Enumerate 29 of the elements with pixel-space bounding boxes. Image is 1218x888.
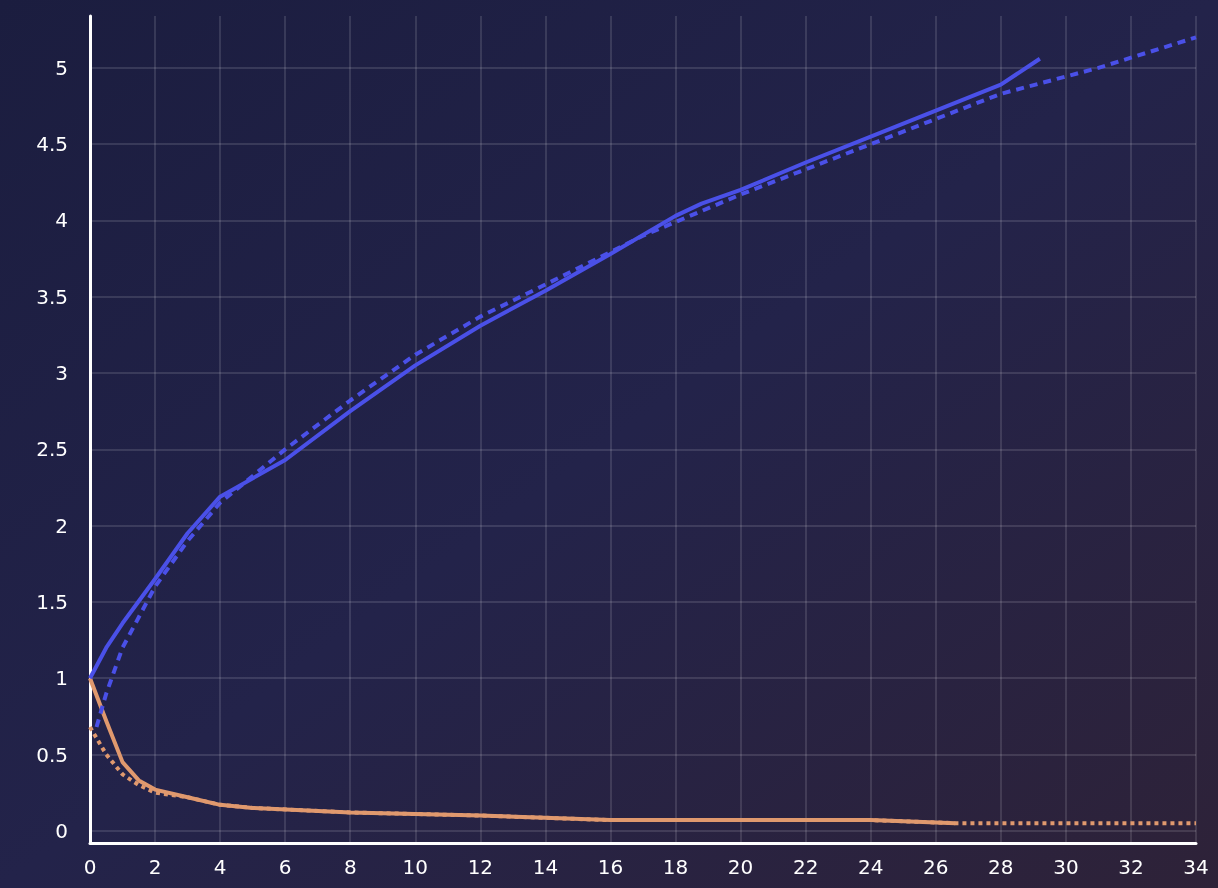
y-tick-label: 2 — [55, 513, 68, 538]
x-tick-label: 12 — [467, 855, 494, 879]
y-tick-label: 0.5 — [36, 742, 68, 767]
y-tick-label: 4 — [55, 208, 68, 233]
x-tick-label: 14 — [532, 855, 559, 879]
y-tick-label: 5 — [55, 55, 68, 80]
y-tick-label: 2.5 — [36, 437, 68, 462]
y-tick-label: 1 — [55, 666, 68, 691]
x-tick-label: 4 — [213, 855, 227, 879]
y-tick-label: 3.5 — [36, 284, 68, 309]
y-tick-label: 3 — [55, 361, 68, 386]
x-tick-label: 2 — [148, 855, 162, 879]
x-tick-label: 22 — [792, 855, 819, 879]
y-tick-label: 1.5 — [36, 589, 68, 614]
x-tick-label: 26 — [923, 855, 949, 879]
x-tick-label: 28 — [988, 855, 1014, 879]
x-tick-label: 20 — [727, 855, 754, 879]
y-tick-label: 0 — [55, 818, 68, 843]
x-tick-label: 32 — [1118, 855, 1144, 879]
y-tick-label: 4.5 — [36, 132, 68, 157]
x-tick-label: 16 — [597, 855, 624, 879]
x-tick-label: 34 — [1183, 855, 1209, 879]
x-tick-label: 30 — [1053, 855, 1079, 879]
x-tick-label: 24 — [857, 855, 884, 879]
x-tick-label: 18 — [662, 855, 689, 879]
x-tick-label: 6 — [278, 855, 292, 879]
x-tick-label: 0 — [83, 855, 97, 879]
x-tick-label: 10 — [402, 855, 429, 879]
x-tick-label: 8 — [343, 855, 357, 879]
